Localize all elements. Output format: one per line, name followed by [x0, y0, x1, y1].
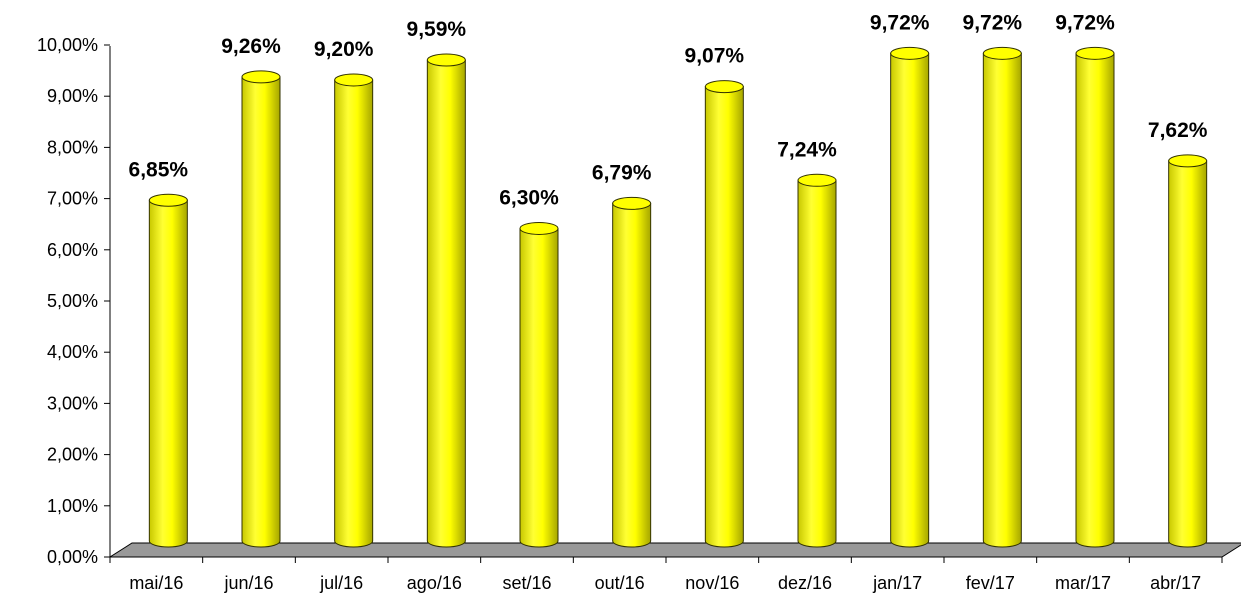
- x-tick-label: out/16: [595, 573, 645, 593]
- data-label: 9,72%: [1055, 11, 1115, 34]
- x-tick-label: fev/17: [966, 573, 1015, 593]
- bar-top-cap: [890, 46, 930, 60]
- y-tick-label: 6,00%: [47, 240, 98, 260]
- y-tick-label: 9,00%: [47, 86, 98, 106]
- bar-body: [1168, 160, 1208, 548]
- bar: [890, 46, 930, 548]
- y-tick-label: 1,00%: [47, 496, 98, 516]
- y-tick-label: 10,00%: [37, 35, 98, 55]
- x-tick-label: jul/16: [319, 573, 363, 593]
- x-tick-label: mar/17: [1055, 573, 1111, 593]
- bar-body: [519, 227, 559, 548]
- bar-top-cap: [1168, 154, 1208, 168]
- bar-body: [148, 199, 188, 548]
- bar: [426, 53, 466, 548]
- data-label: 7,62%: [1148, 119, 1208, 142]
- bar-top-cap: [334, 73, 374, 87]
- x-tick-label: mai/16: [129, 573, 183, 593]
- bar-top-cap: [426, 53, 466, 67]
- y-tick-label: 0,00%: [47, 547, 98, 567]
- data-label: 7,24%: [777, 138, 837, 161]
- data-label: 9,72%: [870, 11, 930, 34]
- data-label: 9,26%: [221, 35, 281, 58]
- chart-floor: [108, 542, 1241, 558]
- x-tick-label: jan/17: [872, 573, 922, 593]
- data-label: 6,79%: [592, 161, 652, 184]
- x-tick-label: abr/17: [1150, 573, 1201, 593]
- y-tick-label: 4,00%: [47, 342, 98, 362]
- x-tick-label: dez/16: [778, 573, 832, 593]
- bar-top-cap: [1075, 46, 1115, 60]
- bar-body: [1075, 52, 1115, 548]
- data-label: 9,20%: [314, 38, 374, 61]
- bar: [1075, 46, 1115, 548]
- floor-plane: [108, 542, 1241, 558]
- x-tick-label: nov/16: [685, 573, 739, 593]
- bar: [334, 73, 374, 548]
- bar-top-cap: [704, 80, 744, 94]
- bar-body: [982, 52, 1022, 548]
- bar-body: [797, 179, 837, 548]
- data-label: 6,30%: [499, 186, 559, 209]
- bar-body: [426, 59, 466, 548]
- data-label: 9,07%: [685, 45, 745, 68]
- x-tick-label: jun/16: [223, 573, 273, 593]
- bar: [982, 46, 1022, 548]
- chart-bars: [148, 46, 1208, 548]
- data-label: 9,59%: [407, 18, 467, 41]
- bar-body: [612, 202, 652, 548]
- chart-axes: 0,00% 1,00% 2,00% 3,00% 4,00% 5,00% 6,00% 7,00%…: [37, 35, 1223, 567]
- bar: [612, 196, 652, 548]
- bar-body: [241, 76, 281, 548]
- bar-body: [334, 79, 374, 548]
- bar: [148, 193, 188, 548]
- bar: [704, 80, 744, 548]
- chart-labels: 6,85% mai/16 9,26% jun/16 9,20% jul/16 9,59% ag…: [129, 11, 1208, 593]
- y-tick-label: 7,00%: [47, 189, 98, 209]
- bar-top-cap: [612, 196, 652, 210]
- bar: [797, 173, 837, 548]
- y-tick-label: 8,00%: [47, 137, 98, 157]
- bar-body: [704, 86, 744, 548]
- bar-top-cap: [519, 221, 559, 235]
- bar-top-cap: [241, 70, 281, 84]
- data-label: 9,72%: [963, 11, 1023, 34]
- bar-top-cap: [982, 46, 1022, 60]
- y-tick-label: 2,00%: [47, 445, 98, 465]
- y-tick-label: 5,00%: [47, 291, 98, 311]
- bar-top-cap: [148, 193, 188, 207]
- bar: [519, 221, 559, 548]
- bar-top-cap: [797, 173, 837, 187]
- bar: [1168, 154, 1208, 548]
- x-tick-label: ago/16: [407, 573, 462, 593]
- x-tick-label: set/16: [502, 573, 551, 593]
- bar: [241, 70, 281, 548]
- bar-body: [890, 52, 930, 548]
- y-tick-label: 3,00%: [47, 393, 98, 413]
- data-label: 6,85%: [129, 158, 189, 181]
